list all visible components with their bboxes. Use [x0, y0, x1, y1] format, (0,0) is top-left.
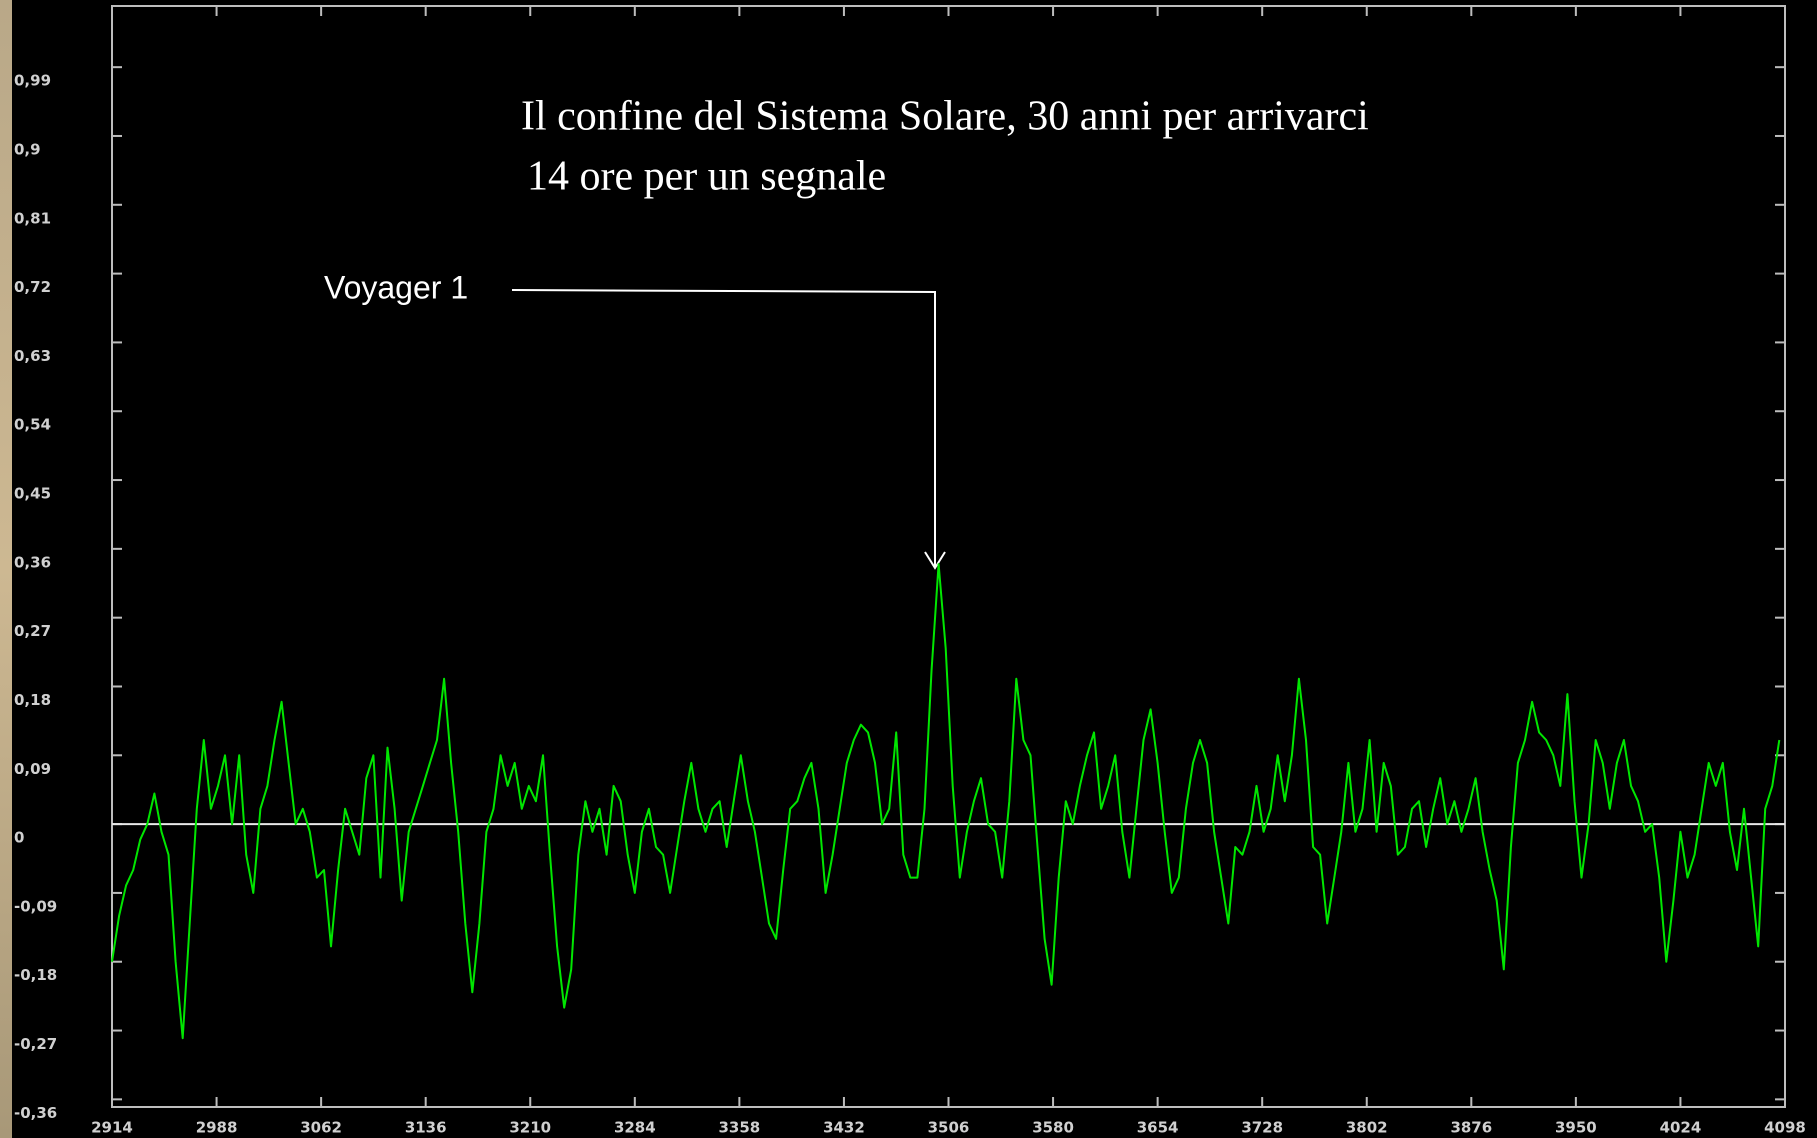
desktop-edge [0, 0, 12, 1138]
annotation-arrow [511, 289, 936, 566]
annotation: 14 ore per un segnale [527, 154, 886, 200]
annotation: Il confine del Sistema Solare, 30 anni p… [521, 94, 1369, 140]
x-tick-label: 3062 [300, 1119, 342, 1137]
annotation-label: Voyager 1 [324, 269, 468, 305]
x-tick-label: 3728 [1241, 1119, 1283, 1137]
x-tick-label: 2914 [91, 1119, 133, 1137]
y-tick-label: 0,81 [14, 209, 51, 227]
x-tick-label: 3950 [1555, 1119, 1597, 1137]
x-tick-label: 3284 [614, 1119, 656, 1137]
x-tick-label: 3358 [719, 1119, 761, 1137]
x-tick-label: 2988 [196, 1119, 238, 1137]
x-tick-label: 3506 [928, 1119, 970, 1137]
x-tick-label: 3802 [1346, 1119, 1388, 1137]
x-tick-label: 4098 [1764, 1119, 1806, 1137]
arrow-head [924, 551, 946, 570]
x-tick-label: 4024 [1660, 1119, 1702, 1137]
x-tick-label: 3580 [1032, 1119, 1074, 1137]
y-tick-label: 0 [14, 829, 24, 847]
y-tick-label: -0,27 [14, 1035, 57, 1053]
x-tick-label: 3432 [823, 1119, 865, 1137]
x-tick-label: 3136 [405, 1119, 447, 1137]
y-tick-label: 0,09 [14, 760, 51, 778]
x-tick-label: 3876 [1450, 1119, 1492, 1137]
y-tick-label: 0,99 [14, 72, 51, 90]
signal-line [111, 563, 1781, 1040]
y-tick-label: 0,18 [14, 691, 51, 709]
y-tick-label: -0,09 [14, 897, 57, 915]
y-tick-label: 0,36 [14, 553, 51, 571]
y-tick-label: 0,72 [14, 278, 51, 296]
y-tick-label: 0,54 [14, 416, 51, 434]
y-tick-label: 0,27 [14, 622, 51, 640]
y-tick-label: 0,63 [14, 347, 51, 365]
x-tick-label: 3210 [509, 1119, 551, 1137]
y-tick-label: -0,18 [14, 966, 57, 984]
y-tick-label: 0,45 [14, 485, 51, 503]
x-tick-label: 3654 [1137, 1119, 1179, 1137]
y-tick-label: 0,9 [14, 140, 41, 158]
y-tick-label: -0,36 [14, 1104, 57, 1122]
